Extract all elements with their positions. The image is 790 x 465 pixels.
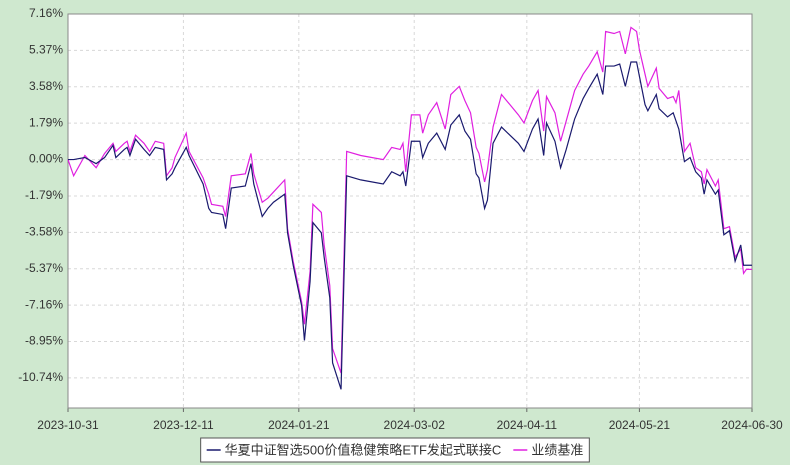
y-tick-label: -10.74% — [18, 370, 63, 384]
y-tick-label: 3.58% — [29, 79, 63, 93]
legend: 华夏中证智选500价值稳健策略ETF发起式联接C 业绩基准 — [200, 437, 590, 463]
x-tick-label: 2023-12-11 — [153, 418, 214, 432]
y-tick-label: 0.00% — [29, 152, 63, 166]
y-tick-label: -8.95% — [25, 334, 63, 348]
legend-label: 华夏中证智选500价值稳健策略ETF发起式联接C — [225, 442, 502, 457]
series-line — [67, 26, 752, 374]
plot-area — [68, 14, 752, 408]
x-tick-label: 2024-05-21 — [609, 418, 671, 432]
legend-label: 业绩基准 — [531, 442, 583, 457]
x-tick-label: 2024-04-11 — [497, 418, 558, 432]
x-tick-label: 2023-10-31 — [37, 418, 99, 432]
y-tick-label: 5.37% — [29, 43, 63, 57]
y-tick-label: 7.16% — [29, 6, 63, 20]
y-tick-label: -1.79% — [25, 188, 63, 202]
x-tick-label: 2024-01-21 — [268, 418, 330, 432]
plot-border — [67, 13, 753, 409]
y-tick-label: -3.58% — [25, 225, 63, 239]
x-tick-label: 2024-03-02 — [384, 418, 446, 432]
series-line — [68, 61, 752, 390]
y-tick-label: -5.37% — [25, 261, 63, 275]
y-tick-label: -7.16% — [25, 297, 63, 311]
x-tick-label: 2024-06-30 — [721, 418, 783, 432]
y-tick-label: 1.79% — [29, 115, 63, 129]
